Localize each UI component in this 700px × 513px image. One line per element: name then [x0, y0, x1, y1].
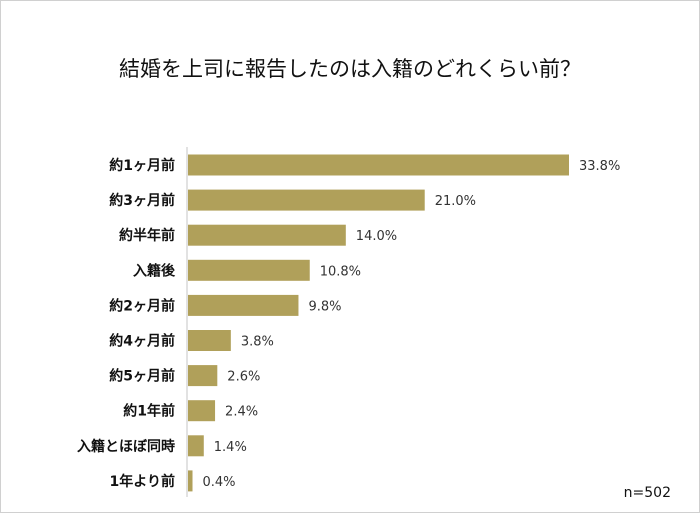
chart-title: 結婚を上司に報告したのは入籍のどれくらい前？	[119, 57, 581, 81]
data-label: 2.6%	[227, 370, 260, 385]
data-label: 33.8%	[579, 159, 620, 174]
data-label: 0.4%	[203, 475, 236, 490]
category-label: 約1年前	[123, 403, 175, 420]
category-label: 1年より前	[110, 473, 175, 490]
category-label: 約5ヶ月前	[109, 368, 175, 385]
data-label: 21.0%	[435, 194, 476, 209]
data-label: 10.8%	[320, 264, 361, 279]
bar	[188, 294, 299, 316]
category-label: 入籍後	[133, 262, 176, 279]
category-label: 約1ヶ月前	[109, 157, 175, 174]
category-label: 約4ヶ月前	[109, 333, 175, 350]
bar	[188, 330, 231, 351]
bar	[188, 154, 569, 176]
category-label: 約3ヶ月前	[109, 192, 175, 209]
bar	[188, 365, 218, 387]
bar	[188, 435, 204, 457]
category-label: 入籍とほぼ同時	[77, 438, 175, 455]
category-label: 約2ヶ月前	[109, 297, 175, 314]
bar	[188, 470, 193, 492]
sample-size-note: n=502	[623, 485, 671, 501]
data-label: 1.4%	[214, 440, 247, 455]
bar	[188, 400, 216, 422]
data-label: 2.4%	[225, 405, 258, 420]
bar	[188, 259, 310, 281]
category-label: 約半年前	[119, 227, 175, 244]
data-label: 3.8%	[241, 335, 274, 350]
data-label: 9.8%	[308, 299, 341, 314]
data-label: 14.0%	[356, 229, 397, 244]
bar	[188, 189, 425, 211]
bar	[188, 224, 346, 246]
